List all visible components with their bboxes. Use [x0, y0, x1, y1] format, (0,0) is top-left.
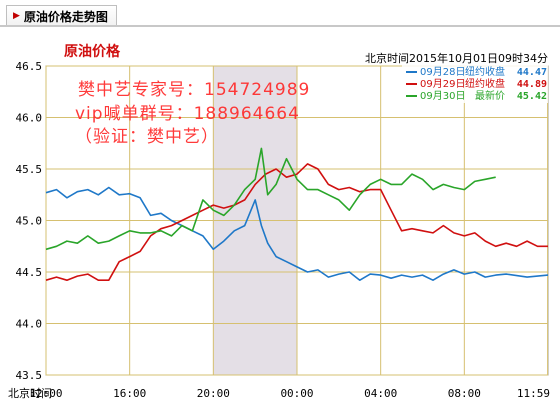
y-tick-layer: 43.5 44.0 44.5 45.0 45.5 46.0 46.5	[16, 60, 43, 382]
legend-value-0: 44.47	[517, 67, 547, 78]
triangle-right-icon: ▶	[13, 11, 20, 21]
legend-date-1: 09月29日	[420, 78, 465, 90]
legend-kind-2: 最新价	[475, 89, 505, 102]
series-line-09月30日	[45, 147, 496, 251]
watermark-line-1: 樊中艺专家号：154724989	[78, 80, 311, 100]
legend-kind-0: 纽约收盘	[465, 65, 505, 78]
x-axis-label: 北京时间	[8, 386, 52, 400]
x-tick-label-1: 16:00	[113, 387, 146, 400]
tab-bar: ▶ 原油价格走势图	[0, 0, 560, 27]
y-tick-label-6: 46.5	[16, 60, 43, 73]
legend-value-2: 45.42	[517, 91, 547, 102]
series-line-09月28日	[45, 186, 549, 281]
y-tick-label-1: 44.0	[16, 318, 43, 331]
legend: 09月28日 纽约收盘 44.47 09月29日 纽约收盘 44.89 09月30日 最新价 4…	[402, 65, 548, 103]
y-tick-label-4: 45.5	[16, 163, 43, 176]
x-tick-label-6: 11:59	[517, 387, 550, 400]
x-tick-label-3: 00:00	[280, 387, 313, 400]
y-tick-label-2: 44.5	[16, 266, 43, 279]
y-tick-label-5: 46.0	[16, 112, 43, 125]
watermark-line-2: vip喊单群号：188964664	[75, 104, 300, 124]
x-tick-layer: 12:00 16:00 20:00 00:00 04:00 08:00 11:59	[29, 387, 550, 400]
x-tick-label-4: 04:00	[364, 387, 397, 400]
legend-kind-1: 纽约收盘	[465, 77, 505, 90]
legend-background	[402, 65, 548, 103]
y-tick-label-0: 43.5	[16, 369, 43, 382]
tab-label: 原油价格走势图	[23, 9, 108, 24]
tab-crude-oil-chart[interactable]: ▶ 原油价格走势图	[6, 5, 117, 26]
x-tick-label-5: 08:00	[448, 387, 481, 400]
x-tick-label-0: 12:00	[29, 387, 62, 400]
legend-value-1: 44.89	[517, 79, 547, 90]
legend-date-2: 09月30日	[420, 90, 465, 102]
legend-date-0: 09月28日	[420, 66, 465, 78]
grid-layer	[45, 65, 549, 376]
series-layer	[45, 147, 549, 281]
tab-underline	[0, 25, 560, 27]
series-line-09月29日	[45, 163, 548, 281]
chart-title: 原油价格	[64, 43, 121, 60]
chart-timestamp: 北京时间2015年10月01日09时34分	[365, 51, 548, 65]
x-tick-label-2: 20:00	[197, 387, 230, 400]
y-tick-label-3: 45.0	[16, 215, 43, 228]
watermark-line-3: （验证：樊中艺）	[75, 127, 219, 147]
